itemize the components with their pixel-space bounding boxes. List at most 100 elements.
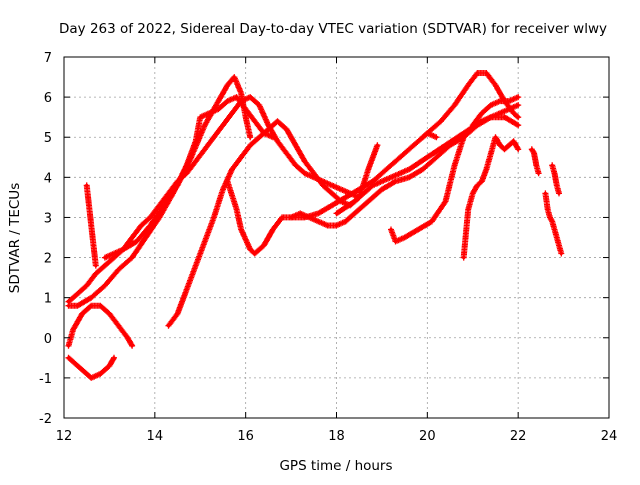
data-point: [471, 123, 475, 127]
data-point: [66, 304, 71, 308]
data-point: [239, 155, 243, 159]
data-point: [284, 151, 289, 155]
data-point: [166, 191, 171, 195]
data-point: [330, 191, 334, 195]
data-point: [555, 235, 559, 240]
data-point: [91, 243, 96, 248]
data-point: [493, 135, 498, 139]
data-point: [107, 364, 111, 368]
data-point: [284, 127, 289, 131]
data-point: [498, 111, 502, 115]
data-point: [225, 83, 230, 87]
series-markers: [165, 118, 381, 329]
data-point: [421, 167, 425, 171]
data-point: [289, 215, 293, 219]
data-point: [389, 175, 393, 179]
data-point: [139, 223, 143, 228]
data-point: [462, 256, 466, 260]
series-track-17: [549, 162, 562, 197]
data-point: [507, 99, 511, 103]
series-markers: [388, 126, 474, 245]
series-track-13: [460, 134, 522, 261]
data-point: [312, 171, 316, 175]
data-point: [516, 95, 520, 99]
data-point: [339, 187, 343, 191]
data-point: [384, 167, 389, 171]
data-point: [216, 99, 220, 103]
data-point: [316, 211, 320, 215]
data-point: [294, 143, 298, 147]
data-point: [103, 256, 107, 260]
data-point: [212, 135, 216, 139]
data-point: [248, 95, 252, 99]
data-point: [543, 191, 548, 195]
data-point: [330, 203, 334, 207]
data-point: [489, 103, 493, 107]
y-tick-label: 0: [44, 332, 52, 347]
data-point: [425, 131, 429, 135]
data-point: [80, 312, 84, 316]
data-point: [280, 215, 284, 219]
data-point: [175, 179, 180, 183]
series-track-12: [419, 130, 440, 141]
data-point: [443, 199, 448, 203]
data-point: [403, 235, 407, 240]
data-point: [516, 103, 520, 107]
data-point: [407, 167, 411, 171]
data-point: [239, 99, 243, 103]
data-point: [98, 372, 102, 376]
data-point: [253, 119, 257, 123]
data-point: [325, 223, 329, 228]
data-point: [103, 284, 107, 288]
data-point: [253, 251, 257, 256]
x-tick-label: 16: [237, 429, 254, 444]
data-point: [371, 183, 375, 187]
data-point: [66, 300, 71, 304]
data-point: [87, 203, 91, 207]
data-point: [244, 115, 248, 119]
data-point: [453, 103, 457, 107]
data-point: [230, 111, 234, 115]
data-point: [484, 167, 488, 171]
data-point: [559, 251, 563, 256]
data-point: [484, 71, 488, 75]
data-point: [244, 107, 248, 111]
data-point: [94, 272, 98, 276]
data-point: [225, 99, 230, 103]
data-point: [303, 159, 307, 163]
y-tick-label: 5: [44, 131, 52, 146]
x-tick-label: 22: [510, 429, 527, 444]
series-markers: [288, 70, 522, 221]
data-point: [194, 139, 198, 143]
data-point: [235, 95, 239, 99]
data-point: [121, 247, 125, 252]
data-point: [516, 147, 520, 151]
data-point: [480, 119, 484, 123]
data-point: [262, 243, 266, 248]
data-point: [194, 159, 198, 163]
data-point: [76, 292, 80, 296]
data-point: [393, 179, 398, 183]
data-point: [357, 187, 361, 191]
data-point: [80, 368, 84, 372]
data-point: [185, 163, 189, 167]
data-point: [271, 227, 275, 232]
data-point: [353, 199, 357, 203]
data-point: [516, 115, 520, 119]
data-point: [546, 207, 550, 211]
data-point: [416, 227, 420, 232]
data-point: [148, 215, 152, 219]
data-point: [298, 211, 302, 215]
series-markers: [65, 302, 136, 349]
data-point: [548, 215, 552, 219]
series-markers: [542, 190, 565, 257]
data-point: [557, 243, 561, 248]
data-point: [537, 171, 541, 175]
data-point: [516, 123, 520, 127]
data-point: [330, 183, 334, 187]
x-tick-label: 24: [601, 429, 618, 444]
data-point: [94, 264, 98, 268]
data-point: [434, 135, 438, 139]
